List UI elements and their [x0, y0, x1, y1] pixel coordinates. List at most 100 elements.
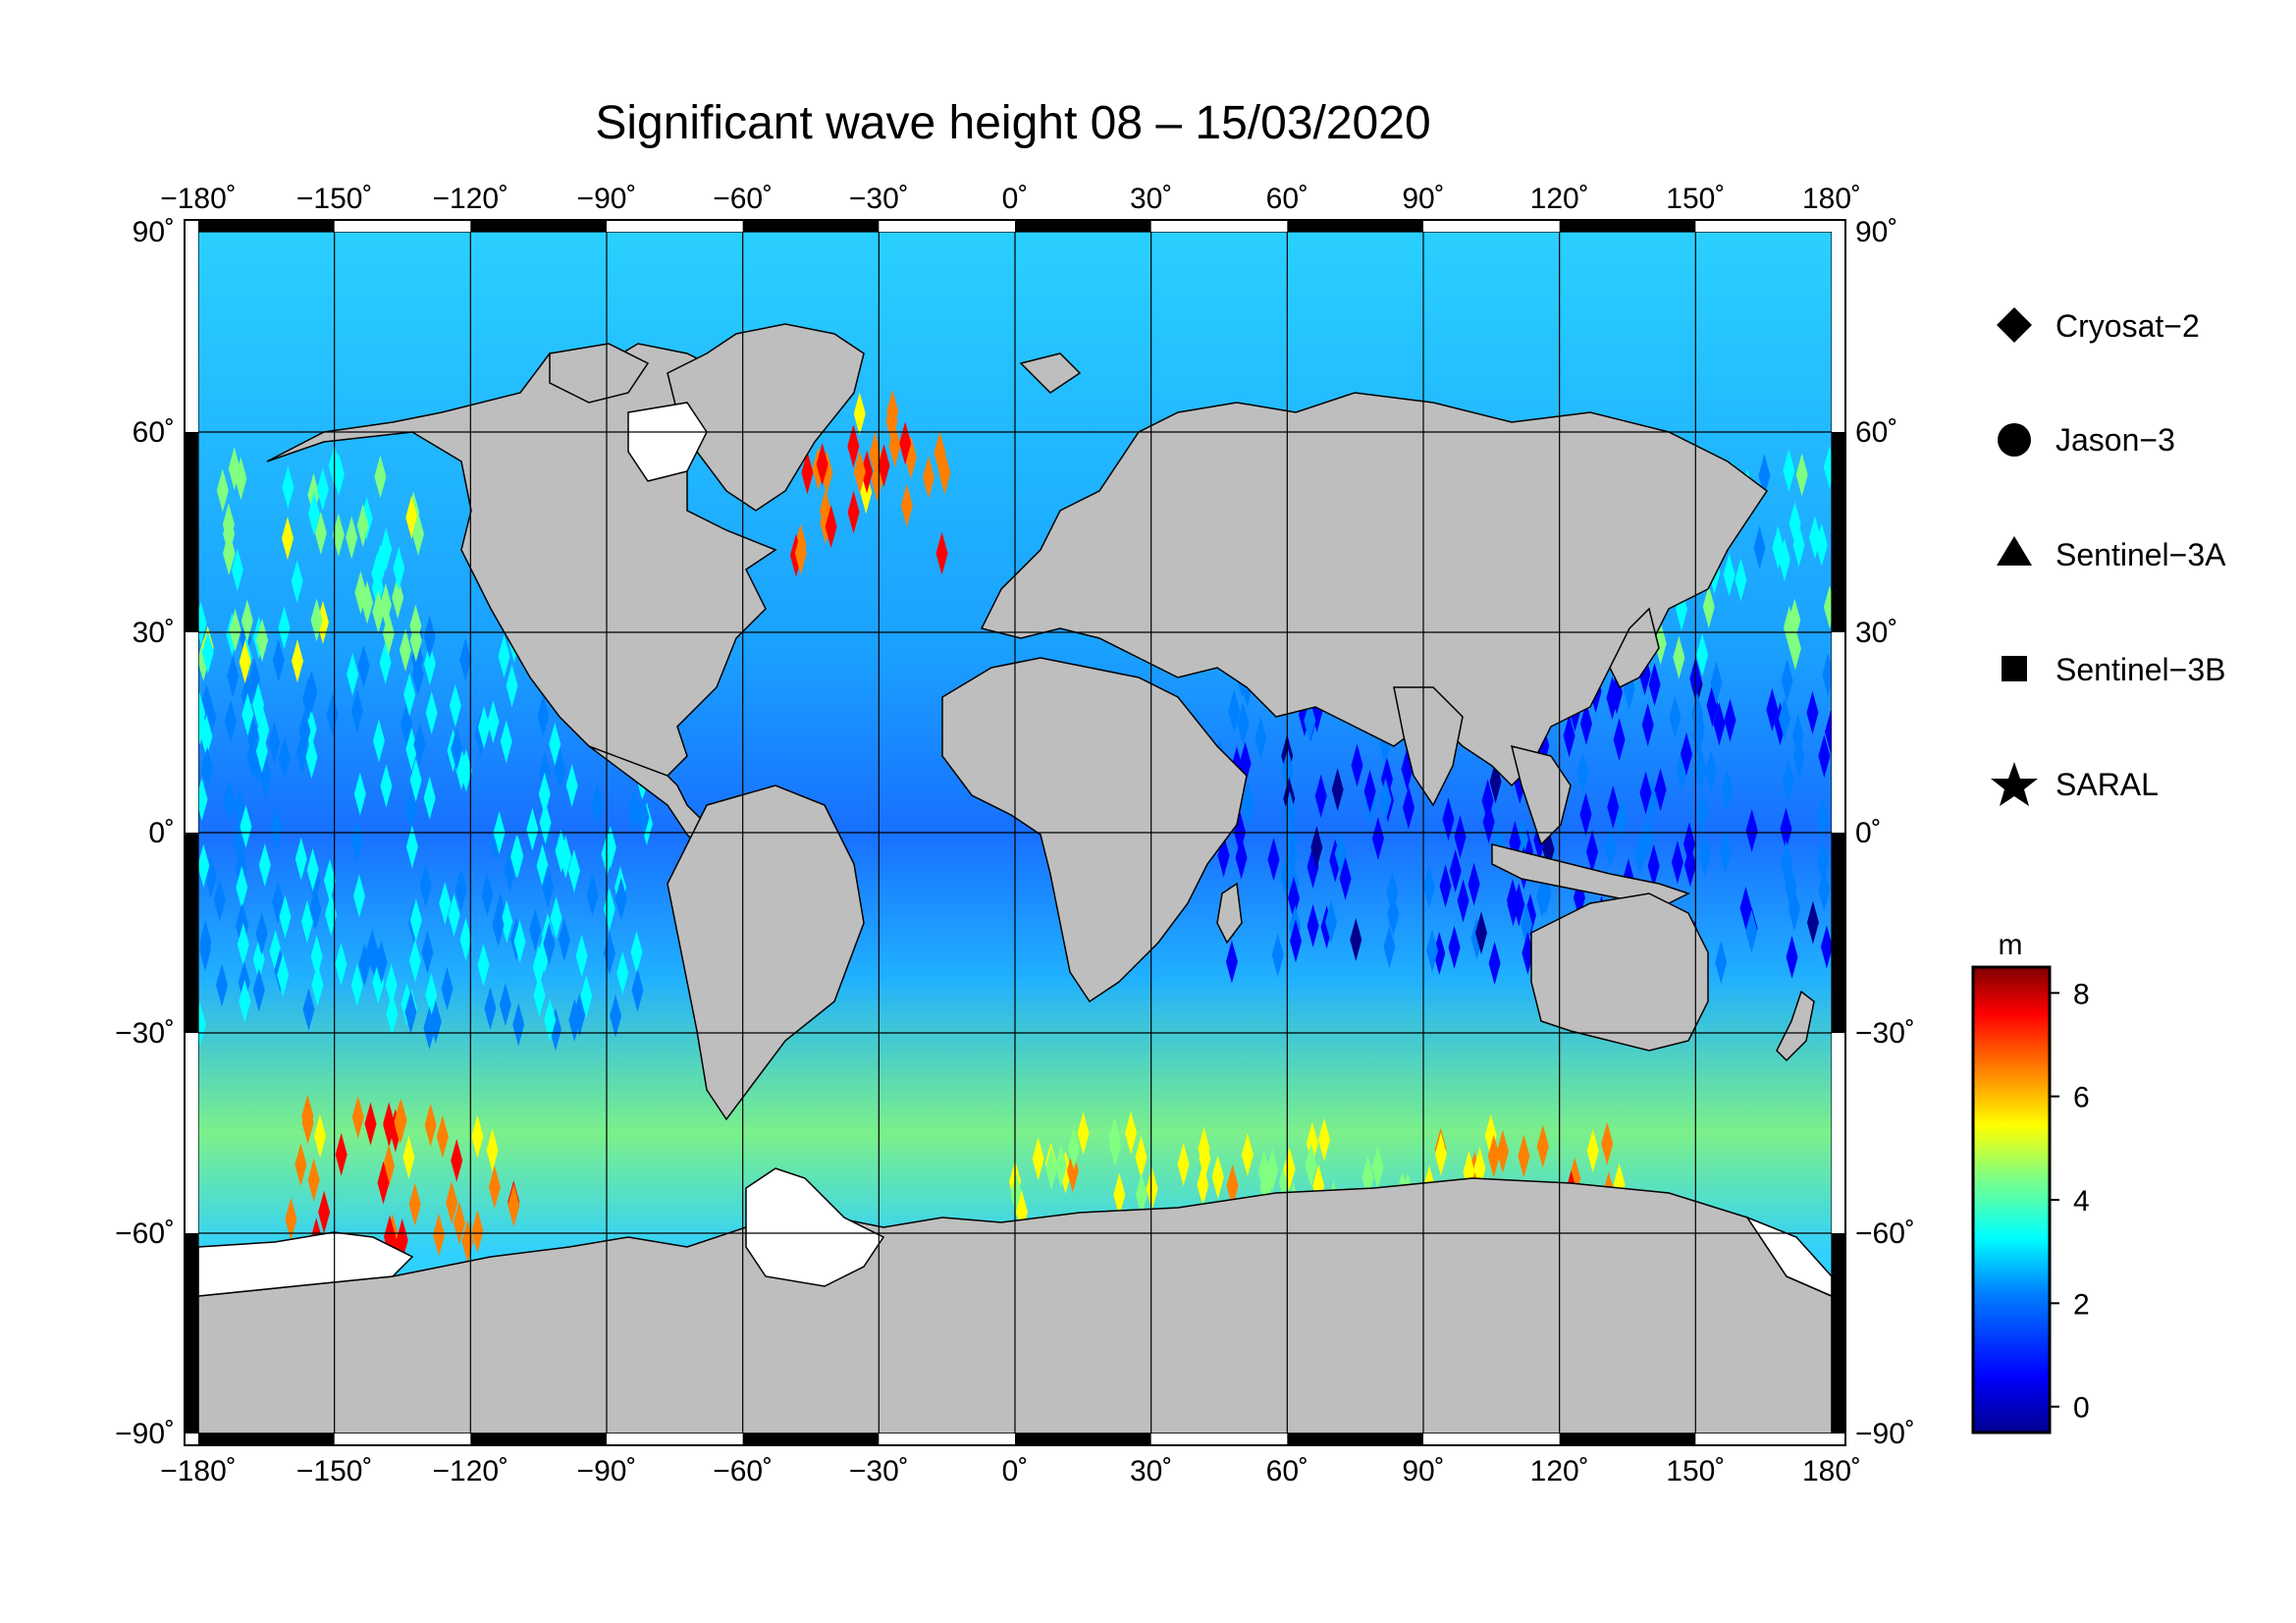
swh-cell: [1135, 1172, 1148, 1217]
swh-cell: [451, 1138, 463, 1182]
swh-cell: [1314, 774, 1327, 818]
swh-cell: [484, 987, 497, 1031]
swh-cell: [1310, 825, 1323, 869]
swh-cell: [386, 992, 399, 1036]
land-arctic-islands: [549, 343, 650, 404]
swh-cell: [246, 734, 259, 779]
lon-labels-bottom: −180˚ −150˚ −120˚ −90˚ −60˚ −30˚ 0˚ 30˚ 60˚ 90˚ 12…: [160, 1455, 1861, 1488]
swh-cell: [543, 922, 556, 966]
swh-cell: [1237, 701, 1250, 745]
colorbar-tick-label: 8: [2073, 978, 2090, 1010]
swh-cell: [281, 516, 294, 561]
swh-cell: [1671, 840, 1683, 885]
swh-cell: [471, 1210, 484, 1254]
swh-cell: [1673, 635, 1685, 679]
swh-cell: [408, 939, 421, 983]
swh-cell: [853, 450, 866, 494]
swh-cell: [459, 637, 472, 681]
swh-cell: [1576, 751, 1589, 795]
swh-cell: [278, 606, 291, 650]
swh-cell: [1641, 816, 1654, 860]
swh-cell: [1816, 796, 1829, 840]
legend-label: Cryosat−2: [2056, 308, 2200, 344]
swh-cell: [1563, 714, 1575, 758]
swh-cell: [1054, 1144, 1067, 1188]
land-japan: [1609, 607, 1660, 689]
swh-cell: [1146, 1166, 1158, 1211]
frame-bar-bottom: [1015, 1434, 1151, 1445]
swh-cell: [1518, 1134, 1530, 1178]
swh-cell: [586, 873, 599, 917]
swh-cell: [311, 963, 324, 1007]
swh-cell: [291, 560, 303, 604]
swh-cell: [323, 858, 336, 902]
swh-cell: [853, 392, 866, 436]
swh-cell: [1283, 1147, 1296, 1191]
swh-cell: [350, 819, 363, 863]
land-se-asia: [1510, 744, 1572, 846]
swh-cell: [356, 504, 369, 548]
swh-cell: [1820, 925, 1832, 969]
swh-cell: [1402, 785, 1415, 830]
swh-cell: [392, 575, 404, 620]
swh-cell: [567, 848, 580, 893]
frame-bar-right: [1832, 1233, 1845, 1434]
swh-cell: [541, 865, 554, 909]
swh-cell: [374, 455, 387, 499]
swh-cell: [1698, 833, 1711, 877]
colorbar: m 0 2 4 6 8: [1971, 929, 2090, 1434]
swh-cell: [507, 1183, 520, 1227]
colorbar-unit: m: [1999, 929, 2023, 961]
swh-cell: [1789, 626, 1801, 671]
colorbar-gradient: [1971, 965, 2052, 1434]
swh-cell: [279, 894, 292, 939]
swh-cell: [351, 1095, 364, 1139]
swh-cell: [637, 795, 650, 839]
swh-cell: [1350, 917, 1362, 961]
swh-cell: [270, 806, 283, 850]
swh-cell: [1387, 893, 1400, 937]
swh-cell: [1468, 862, 1480, 906]
lon-labels-top: −180˚ −150˚ −120˚ −90˚ −60˚ −30˚ 0˚ 30˚ 60˚ 90˚ 12…: [160, 183, 1861, 215]
swh-cell: [257, 708, 270, 752]
swh-cell: [294, 837, 307, 881]
swh-cell: [539, 800, 552, 844]
swh-cell: [346, 515, 358, 560]
frame-bar-bottom: [1287, 1434, 1423, 1445]
swh-cell: [1331, 768, 1344, 812]
swh-cell: [1351, 743, 1363, 787]
land-indonesia: [1491, 843, 1690, 904]
swh-cell: [922, 456, 934, 500]
swh-cell: [1766, 687, 1779, 731]
swh-cell: [1433, 932, 1446, 976]
swh-cell: [1506, 878, 1519, 922]
swh-cell: [1683, 843, 1696, 888]
swh-cell: [580, 974, 593, 1018]
frame-bar-right: [1832, 833, 1845, 1033]
lat-tick-label: 0˚: [1855, 817, 1882, 849]
swh-cell: [314, 511, 327, 555]
lat-tick-label: −30˚: [115, 1017, 175, 1050]
swh-cell: [213, 878, 226, 922]
lon-tick-label: 0˚: [1002, 1455, 1029, 1488]
legend-item-jason: Jason−3: [1998, 422, 2175, 458]
swh-cell: [1780, 839, 1792, 884]
map-grid: [198, 232, 1832, 1434]
swh-cell: [481, 873, 494, 917]
frame-bar-left: [185, 833, 198, 1033]
swh-cell: [500, 720, 512, 764]
swh-cell: [631, 968, 644, 1012]
swh-cell: [372, 589, 385, 633]
swh-cell: [478, 705, 491, 749]
swh-cell: [198, 778, 208, 822]
swh-cell: [433, 1213, 446, 1257]
swh-cell: [1305, 1143, 1317, 1187]
swh-cell: [1824, 710, 1832, 754]
swh-cell: [394, 1100, 406, 1144]
swh-cell: [423, 615, 436, 659]
swh-cell: [1780, 807, 1792, 851]
swh-cell: [382, 612, 395, 656]
swh-cell: [326, 692, 339, 736]
colorbar-tick-label: 0: [2073, 1392, 2090, 1425]
lon-tick-label: 60˚: [1266, 1455, 1308, 1488]
